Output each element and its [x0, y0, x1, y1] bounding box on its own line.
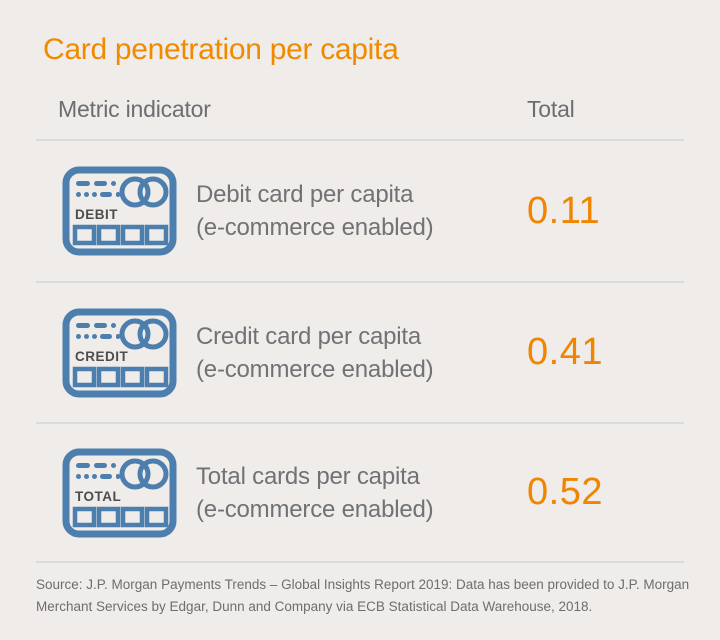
debit-card-icon: DEBIT [62, 166, 177, 256]
row-value-credit: 0.41 [527, 331, 603, 373]
row-label-line2: (e-commerce enabled) [196, 355, 434, 383]
row-label-line2: (e-commerce enabled) [196, 214, 434, 241]
row-label-debit: Debit card per capita (e-commerce enable… [196, 178, 527, 244]
header-divider [36, 139, 684, 141]
row-label-credit: Credit card per capita (e-commerce enabl… [196, 320, 527, 386]
total-cards-icon: TOTAL [62, 448, 177, 537]
debit-icon-label: DEBIT [75, 207, 118, 222]
credit-card-icon: CREDIT [62, 308, 177, 397]
table-row-debit: DEBIT Debit card per capita (e-commerce … [0, 141, 720, 281]
footer-divider [36, 561, 684, 563]
row-label-line1: Credit card per capita [196, 322, 422, 350]
credit-icon-label: CREDIT [75, 349, 129, 364]
total-icon-label: TOTAL [75, 489, 121, 504]
row-label-line1: Debit card per capita [196, 181, 414, 208]
column-header-metric-indicator: Metric indicator [58, 96, 211, 122]
row-label-line2: (e-commerce enabled) [196, 495, 434, 523]
row-value-total: 0.52 [527, 471, 603, 513]
source-note: Source: J.P. Morgan Payments Trends – Gl… [36, 577, 690, 615]
column-header-total: Total [527, 96, 575, 122]
row-value-debit: 0.11 [527, 189, 601, 232]
table-row-credit: CREDIT Credit card per capita (e-commerc… [0, 283, 720, 422]
row-label-line1: Total cards per capita [196, 462, 420, 490]
row-label-total: Total cards per capita (e-commerce enabl… [196, 460, 527, 526]
table-row-total: TOTAL Total cards per capita (e-commerce… [0, 424, 720, 561]
row-divider [36, 281, 684, 283]
page-title: Card penetration per capita [43, 33, 399, 66]
row-divider [36, 422, 684, 424]
